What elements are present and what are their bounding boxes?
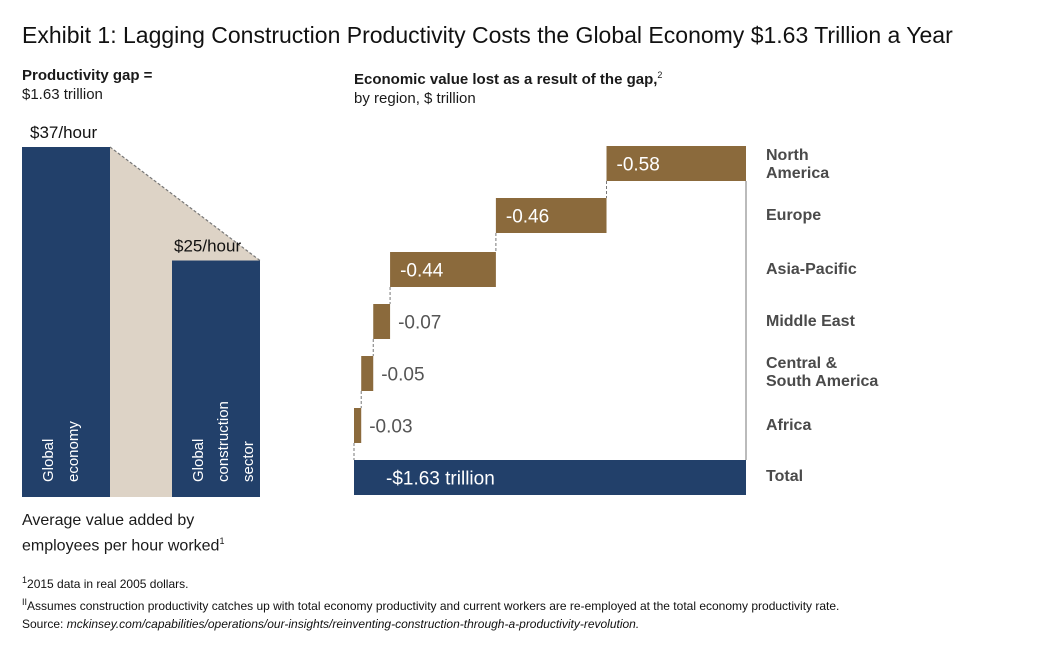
footnote-1: 12015 data in real 2005 dollars. bbox=[22, 575, 189, 591]
gap-connector-line bbox=[109, 146, 261, 261]
bar-category-label: sector bbox=[240, 441, 257, 482]
bar-value-label: -$1.63 trillion bbox=[386, 469, 495, 490]
footnotes: 12015 data in real 2005 dollars. IIAssum… bbox=[22, 571, 839, 633]
category-label: Africa bbox=[766, 417, 811, 434]
category-label: Central & bbox=[766, 355, 838, 372]
source-url[interactable]: mckinsey.com/capabilities/operations/our… bbox=[66, 617, 640, 631]
left-panel-caption: Average value added by employees per hou… bbox=[22, 510, 224, 556]
bar-category-label: Global bbox=[190, 439, 207, 482]
region-bar bbox=[361, 356, 374, 391]
region-bar bbox=[354, 408, 362, 443]
bar-value-label: -0.07 bbox=[398, 313, 441, 334]
bar-value-label: $25/hour bbox=[174, 237, 241, 256]
productivity-bar bbox=[22, 147, 110, 497]
region-bar bbox=[390, 252, 496, 287]
bar-category-label: Global bbox=[40, 439, 57, 482]
category-label: Total bbox=[766, 468, 803, 485]
bar-value-label: -0.05 bbox=[381, 365, 424, 386]
bar-value-label: $37/hour bbox=[30, 123, 97, 142]
category-label: South America bbox=[766, 373, 878, 390]
caption-line-1: Average value added by bbox=[22, 512, 195, 529]
total-bar bbox=[354, 460, 746, 495]
bar-value-label: -0.58 bbox=[617, 155, 660, 176]
footnote-mark-1: 1 bbox=[219, 536, 225, 546]
category-label: Asia-Pacific bbox=[766, 261, 857, 278]
footnote-mark-2: 2 bbox=[657, 70, 663, 80]
category-label: America bbox=[766, 165, 829, 182]
productivity-gap-label: Productivity gap = bbox=[22, 67, 153, 84]
footnote-2: IIAssumes construction productivity catc… bbox=[22, 597, 840, 613]
category-label: Europe bbox=[766, 207, 821, 224]
category-label: Middle East bbox=[766, 313, 856, 330]
source-line: Source: mckinsey.com/capabilities/operat… bbox=[22, 617, 640, 631]
bar-value-label: -0.44 bbox=[400, 261, 444, 282]
region-bar bbox=[373, 304, 391, 339]
region-bar bbox=[606, 146, 746, 181]
productivity-gap-value: $1.63 trillion bbox=[22, 86, 103, 103]
bar-value-label: -0.03 bbox=[369, 417, 412, 438]
waterfall-heading: Economic value lost as a result of the g… bbox=[354, 71, 658, 88]
left-panel-heading: Productivity gap = $1.63 trillion bbox=[22, 66, 152, 104]
bar-category-label: construction bbox=[215, 401, 232, 482]
waterfall-subheading: by region, $ trillion bbox=[354, 90, 476, 107]
right-panel-heading: Economic value lost as a result of the g… bbox=[354, 66, 662, 108]
chart-canvas: $37/hour $25/hour Global economy Global const… bbox=[22, 123, 878, 497]
bar-category-label: economy bbox=[65, 421, 82, 482]
caption-line-2: employees per hour worked bbox=[22, 537, 220, 555]
region-bar bbox=[495, 198, 607, 233]
chart-title: Exhibit 1: Lagging Construction Producti… bbox=[22, 22, 953, 48]
productivity-bar bbox=[172, 260, 260, 497]
category-label: North bbox=[766, 147, 809, 164]
bar-value-label: -0.46 bbox=[506, 207, 549, 228]
